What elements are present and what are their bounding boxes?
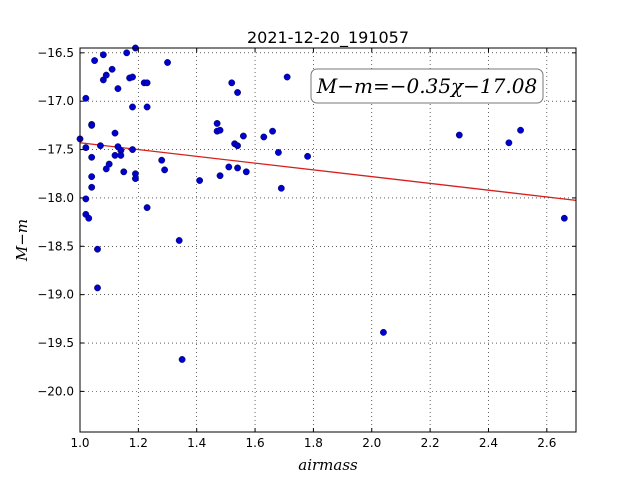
data-point: [129, 103, 136, 111]
x-tick-label: 2.6: [537, 436, 556, 450]
data-point: [560, 214, 568, 222]
y-tick-label: −17.0: [37, 94, 74, 108]
data-point: [123, 49, 131, 57]
data-point: [88, 183, 96, 191]
data-point: [102, 71, 110, 79]
data-point: [94, 245, 101, 253]
data-point: [88, 121, 96, 129]
x-tick-label: 1.6: [246, 436, 265, 450]
data-point: [225, 163, 233, 171]
x-tick-label: 2.0: [362, 436, 381, 450]
data-point: [88, 153, 96, 161]
data-point: [178, 356, 186, 363]
data-point: [129, 146, 136, 153]
data-point: [85, 214, 93, 222]
data-point: [120, 168, 128, 176]
data-point: [164, 59, 171, 66]
data-point: [105, 160, 113, 168]
chart-title: 2021-12-20_191057: [247, 28, 409, 48]
annotation-frame: [310, 68, 544, 104]
data-point: [505, 139, 513, 147]
data-point: [304, 152, 311, 160]
y-tick-label: −18.5: [37, 239, 74, 253]
data-point: [94, 284, 101, 292]
data-point: [117, 151, 125, 159]
plot-frame: [79, 47, 577, 433]
data-point: [82, 144, 90, 152]
axis-ticks: 1.0 1.2 1.4 1.6 1.8 2.0 2.2 2.4 2.6 −16.5 −17.0 −17…: [37, 46, 576, 450]
data-point: [517, 126, 524, 134]
data-point: [242, 168, 250, 176]
data-points: [76, 44, 568, 363]
data-point: [455, 131, 463, 139]
x-tick-label: 2.4: [479, 436, 498, 450]
y-tick-label: −19.0: [37, 288, 74, 302]
data-point: [114, 85, 122, 93]
data-point: [274, 149, 282, 156]
data-point: [132, 175, 139, 182]
data-point: [228, 79, 236, 87]
annotation-box: M−m=−0.35χ−17.08: [310, 68, 544, 104]
data-point: [216, 172, 224, 180]
y-tick-label: −16.5: [37, 46, 74, 60]
data-point: [269, 127, 276, 135]
y-tick-label: −20.0: [37, 384, 74, 398]
x-tick-label: 1.2: [129, 436, 148, 450]
data-point: [97, 142, 104, 150]
x-axis-label: airmass: [298, 456, 358, 474]
data-point: [108, 65, 116, 73]
data-point: [175, 237, 183, 244]
data-point: [277, 184, 285, 192]
data-point: [158, 156, 166, 164]
data-point: [129, 73, 136, 81]
data-point: [239, 132, 247, 140]
data-point: [143, 79, 151, 87]
x-tick-label: 1.4: [187, 436, 206, 450]
data-point: [111, 129, 119, 137]
data-point: [161, 166, 169, 174]
data-point: [88, 173, 96, 181]
data-point: [260, 133, 268, 141]
y-axis-label: M−m: [13, 219, 31, 262]
x-tick-label: 1.8: [304, 436, 323, 450]
data-point: [234, 164, 241, 172]
y-tick-label: −19.5: [37, 336, 74, 350]
data-point: [82, 94, 90, 102]
data-point: [283, 73, 291, 81]
annotation-equation: M−m=−0.35χ−17.08: [316, 74, 537, 98]
data-point: [380, 328, 387, 336]
data-point: [91, 57, 98, 64]
data-point: [143, 103, 151, 111]
data-point: [213, 120, 221, 127]
y-tick-label: −17.5: [37, 143, 74, 157]
data-point: [99, 51, 107, 59]
data-point: [216, 126, 224, 134]
data-point: [111, 151, 119, 159]
x-tick-label: 2.2: [421, 436, 440, 450]
data-point: [196, 177, 204, 184]
fit-line: [79, 142, 577, 201]
x-tick-label: 1.0: [70, 436, 89, 450]
data-point: [143, 204, 151, 211]
data-point: [234, 89, 241, 96]
data-point: [82, 195, 90, 203]
data-point: [234, 142, 241, 150]
fit-line-group: [79, 142, 577, 201]
y-tick-label: −18.0: [37, 191, 74, 205]
